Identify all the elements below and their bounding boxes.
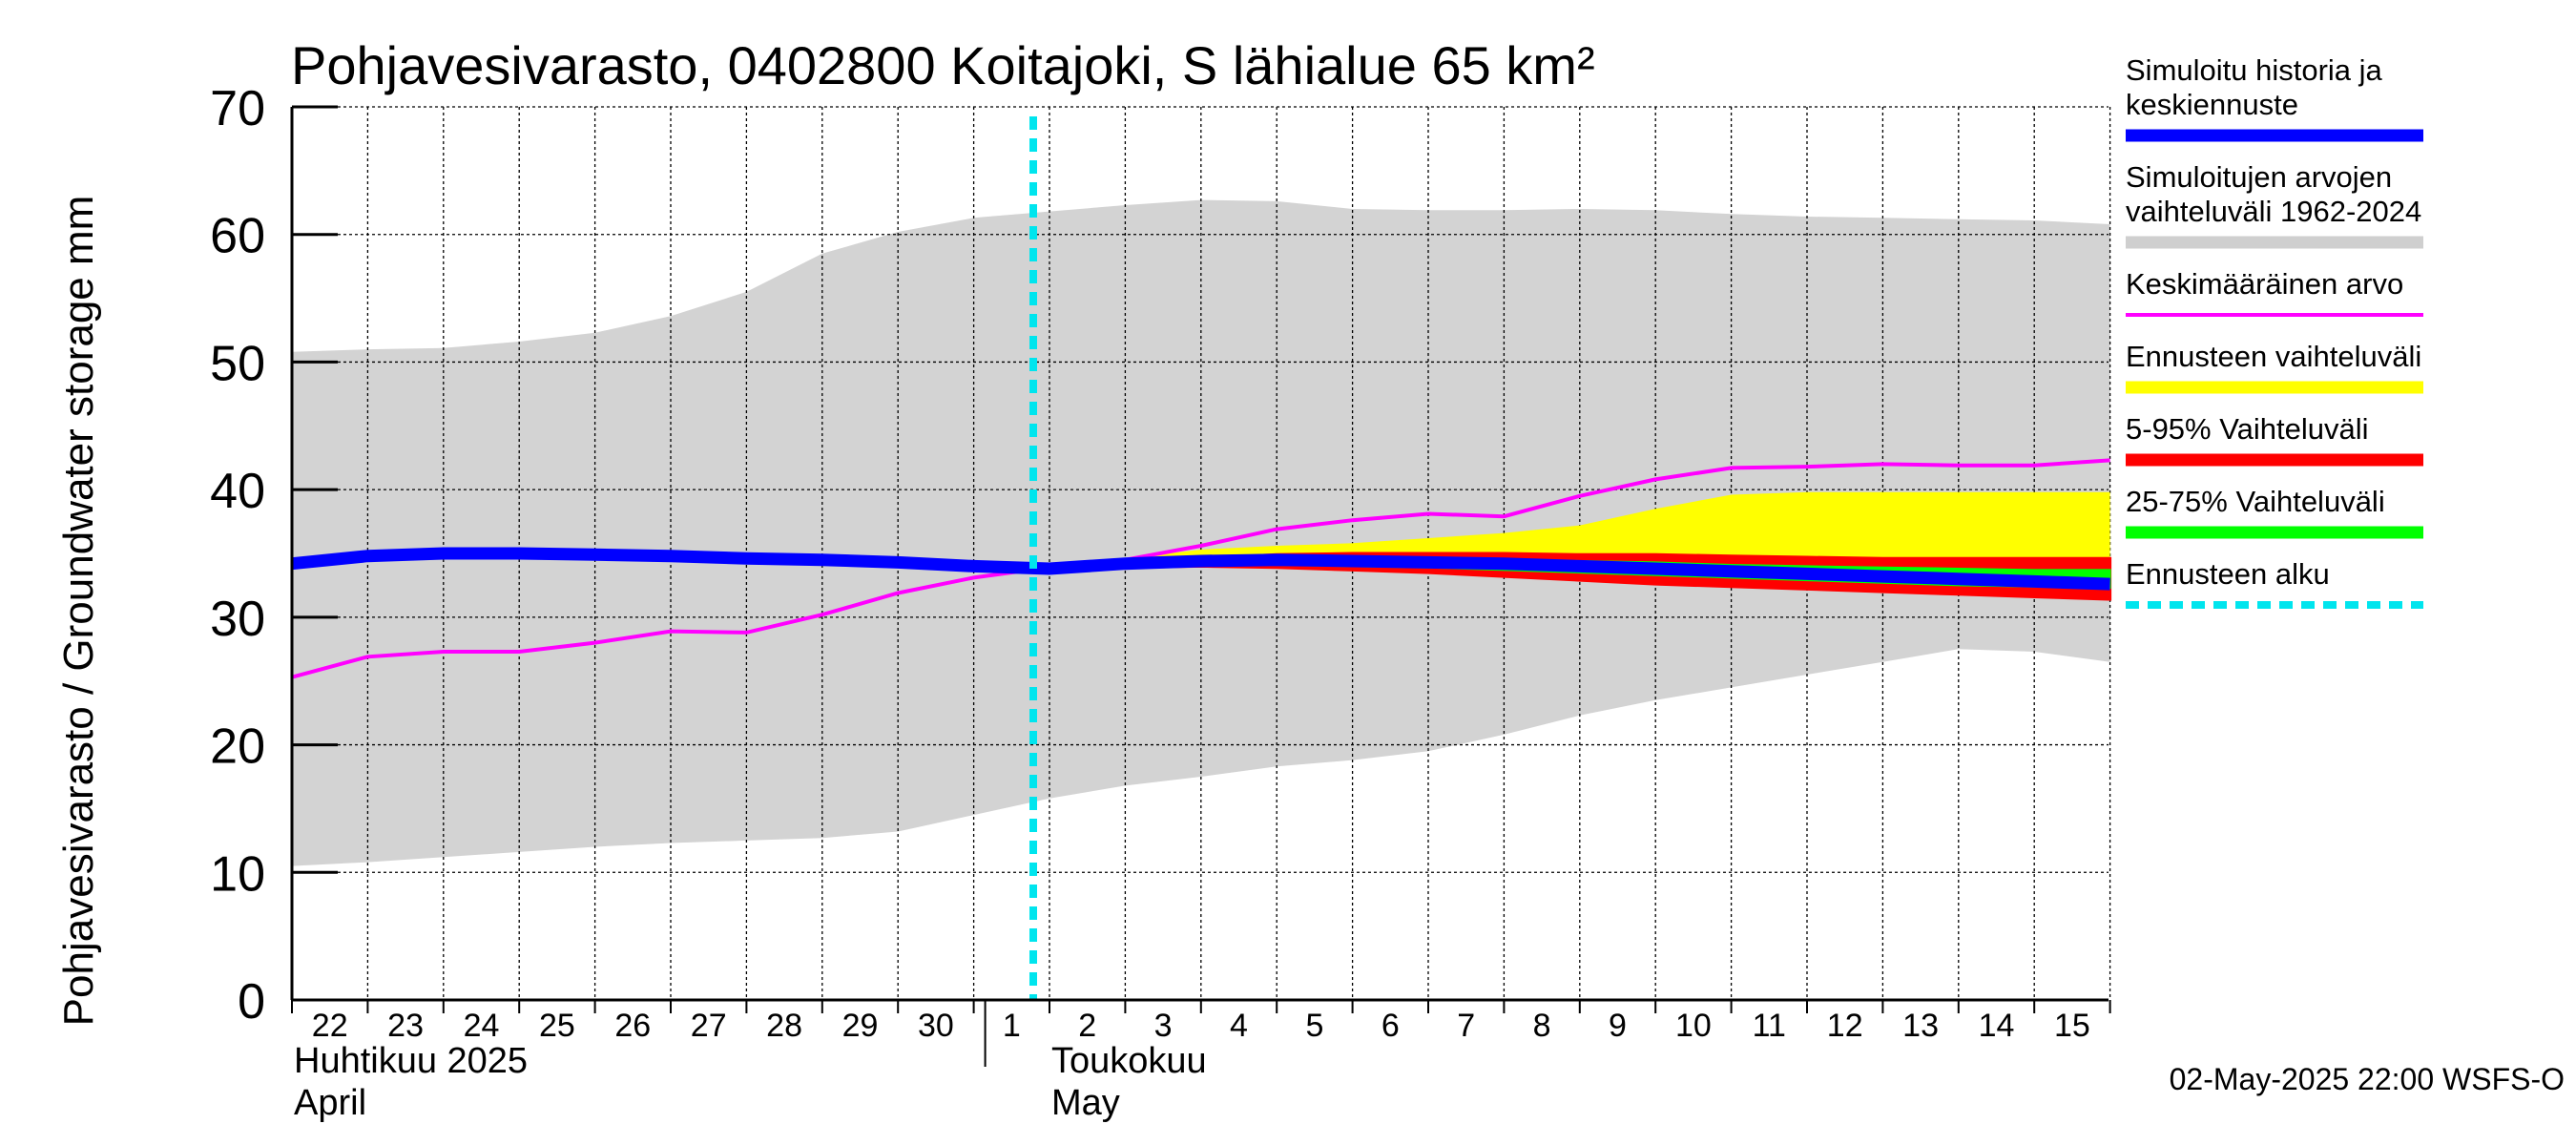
- y-tick-label: 60: [210, 209, 265, 264]
- y-tick-label: 30: [210, 592, 265, 647]
- y-tick-label: 70: [210, 81, 265, 136]
- x-tick-label: 9: [1609, 1008, 1627, 1044]
- y-tick-label: 0: [238, 974, 265, 1030]
- x-tick-label: 6: [1381, 1008, 1400, 1044]
- x-tick-label: 30: [918, 1008, 954, 1044]
- x-tick-label: 29: [842, 1008, 879, 1044]
- legend-label: Ennusteen vaihteluväli: [2126, 340, 2421, 373]
- legend-label: Simuloitu historia ja: [2126, 53, 2383, 87]
- month-label-en: April: [294, 1083, 366, 1123]
- chart-title: Pohjavesivarasto, 0402800 Koitajoki, S l…: [291, 35, 1595, 95]
- x-tick-label: 5: [1305, 1008, 1323, 1044]
- x-tick-label: 4: [1230, 1008, 1248, 1044]
- x-tick-label: 3: [1154, 1008, 1173, 1044]
- month-label-fi: Huhtikuu 2025: [294, 1041, 528, 1081]
- month-label-en: May: [1051, 1083, 1120, 1123]
- x-tick-label: 11: [1753, 1008, 1786, 1044]
- x-tick-label: 10: [1675, 1008, 1712, 1044]
- x-tick-label: 2: [1078, 1008, 1096, 1044]
- y-tick-label: 10: [210, 846, 265, 902]
- x-tick-label: 13: [1902, 1008, 1939, 1044]
- legend-label: keskiennuste: [2126, 88, 2298, 121]
- x-tick-label: 8: [1533, 1008, 1551, 1044]
- legend-label: Keskimääräinen arvo: [2126, 267, 2403, 301]
- x-tick-label: 22: [312, 1008, 348, 1044]
- y-tick-label: 20: [210, 719, 265, 775]
- plot-area: [291, 106, 2112, 1001]
- legend-label: Simuloitujen arvojen: [2126, 160, 2392, 194]
- x-tick-label: 12: [1827, 1008, 1863, 1044]
- x-tick-label: 14: [1979, 1008, 2015, 1044]
- y-tick-label: 50: [210, 336, 265, 391]
- history-line: [291, 547, 2110, 591]
- x-tick-label: 25: [539, 1008, 575, 1044]
- x-tick-label: 7: [1457, 1008, 1475, 1044]
- legend-label: Ennusteen alku: [2126, 557, 2330, 591]
- x-tick-label: 15: [2054, 1008, 2090, 1044]
- x-tick-label: 24: [464, 1008, 500, 1044]
- x-tick-label: 23: [387, 1008, 424, 1044]
- timestamp: 02-May-2025 22:00 WSFS-O: [2170, 1062, 2565, 1096]
- x-tick-label: 1: [1003, 1008, 1021, 1044]
- legend-label: 5-95% Vaihteluväli: [2126, 412, 2368, 446]
- x-tick-label: 26: [614, 1008, 651, 1044]
- legend-label: vaihteluväli 1962-2024: [2126, 195, 2421, 228]
- y-axis-label: Pohjavesivarasto / Groundwater storage m…: [55, 196, 102, 1027]
- month-label-fi: Toukokuu: [1051, 1041, 1207, 1081]
- x-tick-label: 27: [691, 1008, 727, 1044]
- y-tick-label: 40: [210, 464, 265, 519]
- x-tick-label: 28: [766, 1008, 802, 1044]
- legend-label: 25-75% Vaihteluväli: [2126, 485, 2385, 518]
- mean-line: [291, 458, 2110, 679]
